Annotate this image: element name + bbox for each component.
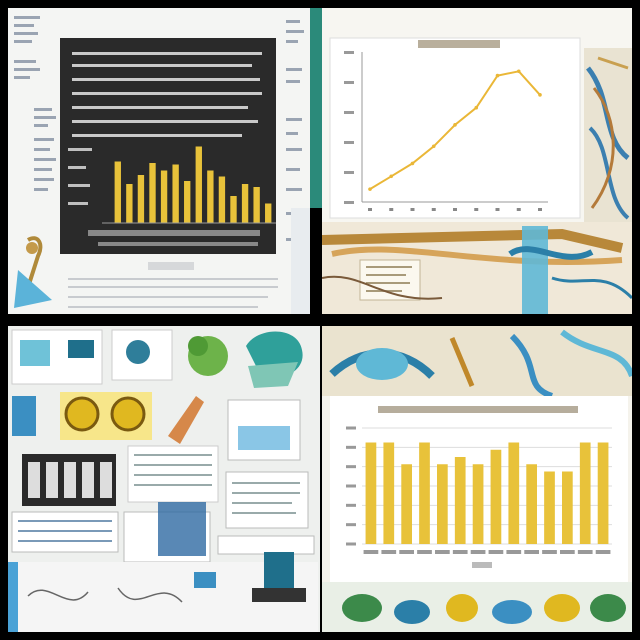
- bar-chart-1-bar: [126, 184, 133, 223]
- line-chart-y-tick: [344, 51, 354, 54]
- bar-chart-2-x-tick: [595, 550, 611, 554]
- panel-bottom-right-art: [322, 326, 632, 632]
- bar-chart-2-x-tick: [452, 550, 468, 554]
- line-chart-y-tick: [344, 201, 354, 204]
- line-chart-x-tick: [431, 208, 436, 211]
- bar-chart-2-y-tick: [346, 465, 356, 469]
- bar-chart-1-bar: [114, 161, 121, 223]
- line-chart-x-tick: [538, 208, 542, 211]
- line-chart-y-tick: [344, 171, 354, 174]
- bar-chart-1-bar: [218, 176, 226, 223]
- line-chart-point: [431, 144, 436, 149]
- bar-chart-2-bar: [562, 471, 573, 544]
- bar-chart-1-bars: [114, 146, 272, 223]
- panel-bottom-left-collage: [8, 329, 318, 632]
- bar-chart-1-bar: [195, 146, 202, 223]
- bar-chart-1-bar: [172, 164, 179, 223]
- bar-chart-2-x-tick: [435, 550, 450, 554]
- bar-chart-2-x-tick: [470, 550, 486, 554]
- bar-chart-2-bar: [597, 442, 609, 544]
- bar-chart-2-bar: [401, 464, 412, 544]
- bar-chart-2-x-tick: [417, 550, 432, 554]
- bar-chart-2-bar: [383, 442, 395, 544]
- line-chart-point: [389, 174, 394, 179]
- bar-chart-2-bar: [490, 449, 502, 544]
- bar-chart-2-plot: [346, 426, 612, 554]
- bar-chart-2-x-tick: [506, 550, 522, 554]
- bar-chart-2-y-tick: [346, 523, 356, 527]
- line-chart-point: [410, 161, 415, 166]
- line-chart-point: [474, 105, 479, 110]
- bar-chart-2-x-tick: [542, 550, 557, 554]
- bar-chart-2-x-tick: [381, 550, 397, 554]
- line-chart-x-tick: [410, 208, 415, 211]
- bar-chart-2-x-tick: [363, 550, 379, 554]
- bar-chart-2-bar: [454, 457, 466, 544]
- line-chart-x-tick: [474, 208, 479, 211]
- bar-chart-2-y-tick: [346, 445, 356, 449]
- bar-chart-1-bar: [184, 181, 191, 223]
- bar-chart-2-bar: [419, 442, 430, 544]
- bar-chart-2-x-tick: [524, 550, 539, 554]
- bar-chart-2-bar: [508, 442, 520, 544]
- bar-chart-1-bar: [149, 163, 156, 223]
- line-chart-point: [368, 187, 372, 191]
- bar-chart-2-bar: [526, 464, 537, 544]
- panel-top-left: [8, 8, 310, 314]
- bar-chart-2-y-tick: [346, 542, 356, 546]
- bar-chart-2-bar: [579, 442, 591, 544]
- bar-chart-1-bar: [160, 170, 168, 223]
- bar-chart-2-x-tick: [577, 550, 593, 554]
- bar-chart-1-bar: [253, 187, 260, 223]
- line-chart-y-tick: [344, 141, 354, 144]
- bar-chart-1-bar: [241, 184, 249, 223]
- line-chart-y-tick: [344, 81, 354, 84]
- line-chart-x-tick: [389, 208, 394, 211]
- line-chart-y-tick: [344, 111, 354, 114]
- bar-chart-2-x-tick: [399, 550, 414, 554]
- line-chart-x-tick: [516, 208, 521, 211]
- bar-chart-1-bar: [207, 170, 214, 223]
- line-chart-point: [538, 93, 542, 97]
- bar-chart-1-bar: [137, 175, 145, 223]
- bar-chart-2-y-tick: [346, 503, 356, 507]
- panel-bottom-left: [8, 326, 320, 632]
- bar-chart-2-bar: [365, 442, 377, 544]
- line-chart-point: [453, 123, 457, 127]
- bar-chart-1-bar: [265, 203, 272, 223]
- line-chart-plot: [344, 51, 548, 211]
- line-chart-point: [516, 69, 521, 74]
- bar-chart-2-bar: [544, 471, 555, 544]
- panel-top-right: [322, 8, 632, 314]
- line-chart-x-tick: [453, 208, 457, 211]
- panel-top-left-art: [14, 16, 310, 314]
- bar-chart-2-y-tick: [346, 484, 356, 488]
- panel-top-right-art: [322, 37, 632, 314]
- bar-chart-2-bar: [472, 464, 484, 544]
- teal-divider-strip: [310, 8, 322, 208]
- bar-chart-2-y-tick: [346, 426, 356, 430]
- bar-chart-2-x-tick: [560, 550, 575, 554]
- line-chart-point: [495, 73, 500, 78]
- bar-chart-2-bar: [437, 464, 448, 544]
- line-chart-x-tick: [495, 208, 500, 211]
- panel-bottom-right: [322, 326, 632, 632]
- line-chart-x-tick: [368, 208, 372, 211]
- chart-board: [60, 38, 276, 254]
- bar-chart-2-x-tick: [488, 550, 504, 554]
- bar-chart-1-bar: [230, 196, 237, 223]
